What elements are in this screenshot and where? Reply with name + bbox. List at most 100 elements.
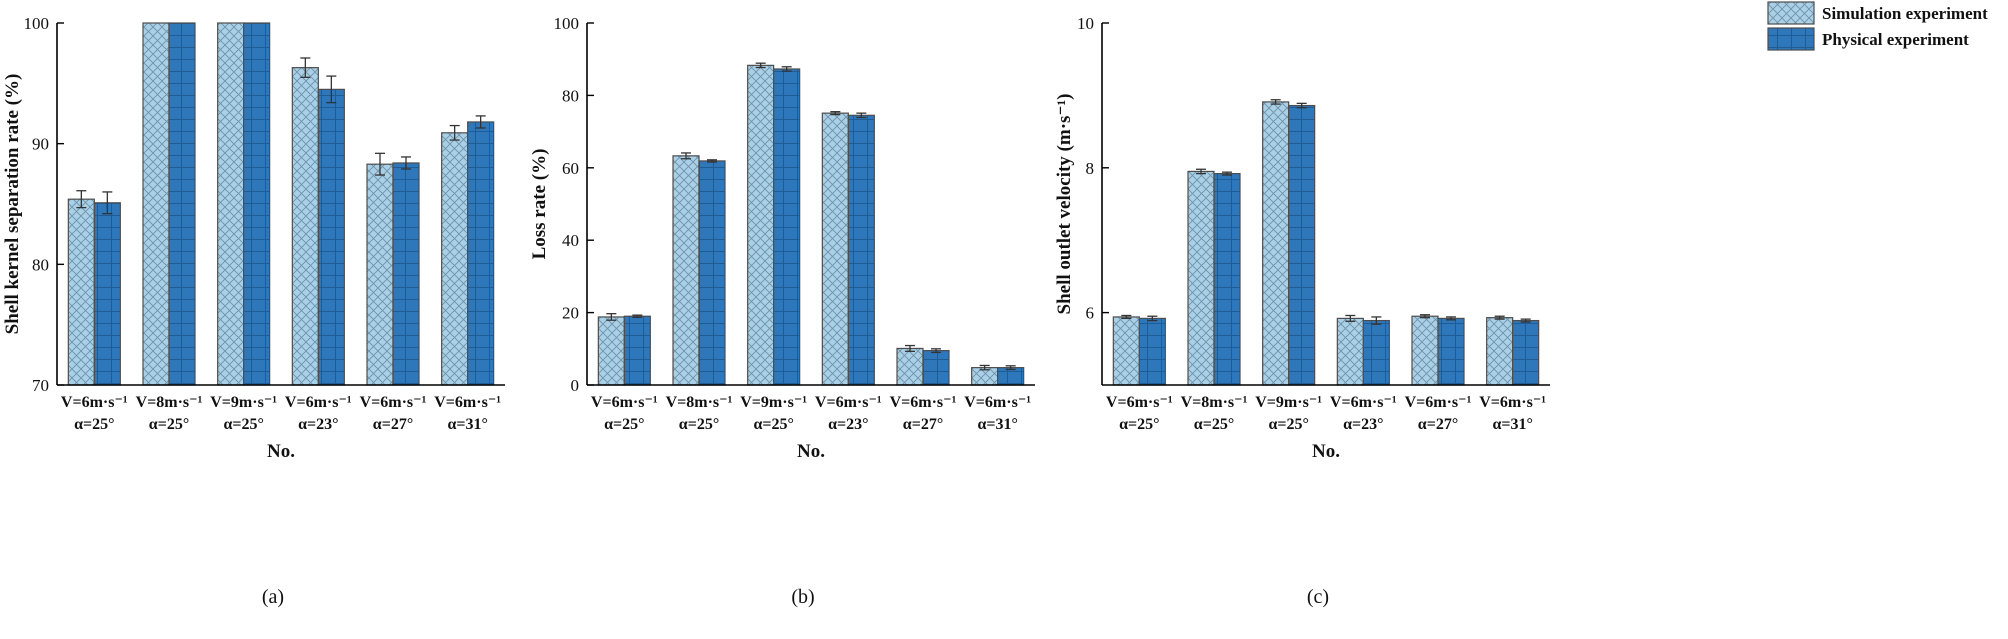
legend: Simulation experiment Physical experimen… <box>1767 1 1988 51</box>
bar-physical-5 <box>1437 317 1465 386</box>
error-bar-simulation-1 <box>606 313 617 321</box>
bar-physical-2 <box>698 160 726 386</box>
x-tick-label: α=25° <box>1268 416 1308 433</box>
panel-label: (b) <box>791 586 814 608</box>
y-tick-label: 100 <box>554 14 580 33</box>
error-bar-simulation-6 <box>979 364 990 371</box>
bar-physical-3 <box>773 68 801 386</box>
bar-simulation-2 <box>142 22 170 386</box>
x-tick-label: V=6m·s⁻¹ <box>1330 394 1397 411</box>
chart-panel-b: 0 20 40 60 80 100 V=6m·s⁻¹ α=25° V=8m·s⁻¹ α=25° V=… <box>529 14 1035 608</box>
error-bar-physical-5 <box>401 156 411 170</box>
legend-label-simulation: Simulation experiment <box>1822 4 1988 23</box>
panel-label: (a) <box>262 586 284 608</box>
x-tick-label: α=23° <box>828 416 868 433</box>
bar-simulation-4 <box>291 67 319 386</box>
x-tick-label: α=25° <box>223 416 263 433</box>
bar-simulation-1 <box>1112 316 1140 386</box>
error-bar-simulation-6 <box>1494 315 1505 320</box>
bar-physical-1 <box>623 315 651 386</box>
bar-physical-4 <box>847 114 875 386</box>
y-tick-label: 6 <box>1086 304 1095 323</box>
error-bar-physical-4 <box>326 75 337 104</box>
y-axis-title: Shell kernel separation rate (%) <box>2 74 23 335</box>
error-bar-physical-3 <box>1296 102 1307 109</box>
legend-label-physical: Physical experiment <box>1822 30 1969 49</box>
x-tick-label: α=25° <box>1119 416 1159 433</box>
x-tick-label: V=6m·s⁻¹ <box>815 394 882 411</box>
error-bar-simulation-5 <box>905 344 915 352</box>
x-tick-label: V=6m·s⁻¹ <box>890 394 957 411</box>
y-tick-label: 10 <box>1077 14 1094 33</box>
bar-simulation-3 <box>217 22 245 386</box>
bar-physical-6 <box>1512 319 1540 386</box>
x-tick-label: V=6m·s⁻¹ <box>61 394 128 411</box>
error-bar-simulation-2 <box>1196 168 1206 175</box>
y-tick-label: 0 <box>571 376 580 395</box>
error-bar-physical-6 <box>1005 365 1016 371</box>
x-tick-label: V=8m·s⁻¹ <box>136 394 203 411</box>
bar-physical-3 <box>1288 104 1316 386</box>
x-tick-label: α=31° <box>447 416 487 433</box>
bar-physical-5 <box>392 162 420 386</box>
error-bar-physical-1 <box>1147 315 1158 322</box>
x-tick-label: α=25° <box>149 416 189 433</box>
x-tick-label: α=25° <box>1194 416 1234 433</box>
y-tick-label: 40 <box>562 231 579 250</box>
bar-simulation-2 <box>672 155 700 386</box>
x-tick-label: α=31° <box>1492 416 1532 433</box>
bar-simulation-1 <box>597 316 625 386</box>
bar-simulation-3 <box>747 64 775 386</box>
bar-physical-2 <box>168 22 196 386</box>
y-tick-label: 80 <box>562 86 579 105</box>
legend-swatch-simulation <box>1767 1 1815 25</box>
bar-simulation-3 <box>1262 101 1290 386</box>
y-tick-label: 20 <box>562 304 579 323</box>
error-bar-simulation-5 <box>1420 314 1430 319</box>
error-bar-simulation-6 <box>449 124 460 141</box>
chart-panel-a: 70 80 90 100 V=6m·s⁻¹ α=25° V=8m·s⁻¹ α=25° V=9m·… <box>2 14 505 608</box>
error-bar-physical-6 <box>1520 318 1531 323</box>
bar-simulation-4 <box>1336 317 1364 386</box>
bar-physical-4 <box>1362 319 1390 386</box>
bar-physical-3 <box>243 22 271 386</box>
panel-label: (c) <box>1307 586 1329 608</box>
x-tick-label: α=25° <box>604 416 644 433</box>
bar-simulation-5 <box>896 347 924 386</box>
error-bar-physical-4 <box>1371 316 1382 325</box>
error-bar-physical-5 <box>1446 316 1456 321</box>
y-tick-label: 60 <box>562 159 579 178</box>
error-bar-physical-2 <box>707 159 717 163</box>
bar-simulation-4 <box>821 112 849 386</box>
x-tick-label: α=25° <box>679 416 719 433</box>
y-tick-label: 100 <box>24 14 50 33</box>
x-tick-label: α=23° <box>298 416 338 433</box>
x-tick-label: V=8m·s⁻¹ <box>1181 394 1248 411</box>
x-tick-label: V=6m·s⁻¹ <box>285 394 352 411</box>
error-bar-simulation-4 <box>1345 314 1356 322</box>
error-bar-physical-1 <box>632 314 643 318</box>
error-bar-physical-2 <box>1222 171 1232 176</box>
x-tick-label: V=9m·s⁻¹ <box>210 394 277 411</box>
x-tick-label: V=9m·s⁻¹ <box>740 394 807 411</box>
error-bar-simulation-3 <box>1270 99 1281 105</box>
bar-simulation-2 <box>1187 170 1215 386</box>
y-tick-label: 90 <box>32 135 49 154</box>
y-tick-label: 70 <box>32 376 49 395</box>
x-tick-label: V=6m·s⁻¹ <box>1479 394 1546 411</box>
x-axis-title: No. <box>267 441 295 462</box>
legend-swatch-physical <box>1767 27 1815 51</box>
chart-panel-c: 6 8 10 V=6m·s⁻¹ α=25° V=8m·s⁻¹ α=25° V=9m·s⁻¹ α=… <box>1054 14 1550 608</box>
bar-physical-4 <box>317 88 345 386</box>
x-tick-label: α=27° <box>903 416 943 433</box>
y-axis-title: Loss rate (%) <box>529 149 550 260</box>
bar-simulation-6 <box>1486 317 1514 386</box>
x-tick-label: V=8m·s⁻¹ <box>666 394 733 411</box>
error-bar-simulation-4 <box>300 57 311 78</box>
x-tick-label: α=27° <box>373 416 413 433</box>
x-tick-label: V=6m·s⁻¹ <box>964 394 1031 411</box>
bar-simulation-5 <box>1411 315 1439 386</box>
x-tick-label: V=6m·s⁻¹ <box>1405 394 1472 411</box>
error-bar-physical-6 <box>475 115 486 129</box>
bar-physical-1 <box>93 202 121 386</box>
